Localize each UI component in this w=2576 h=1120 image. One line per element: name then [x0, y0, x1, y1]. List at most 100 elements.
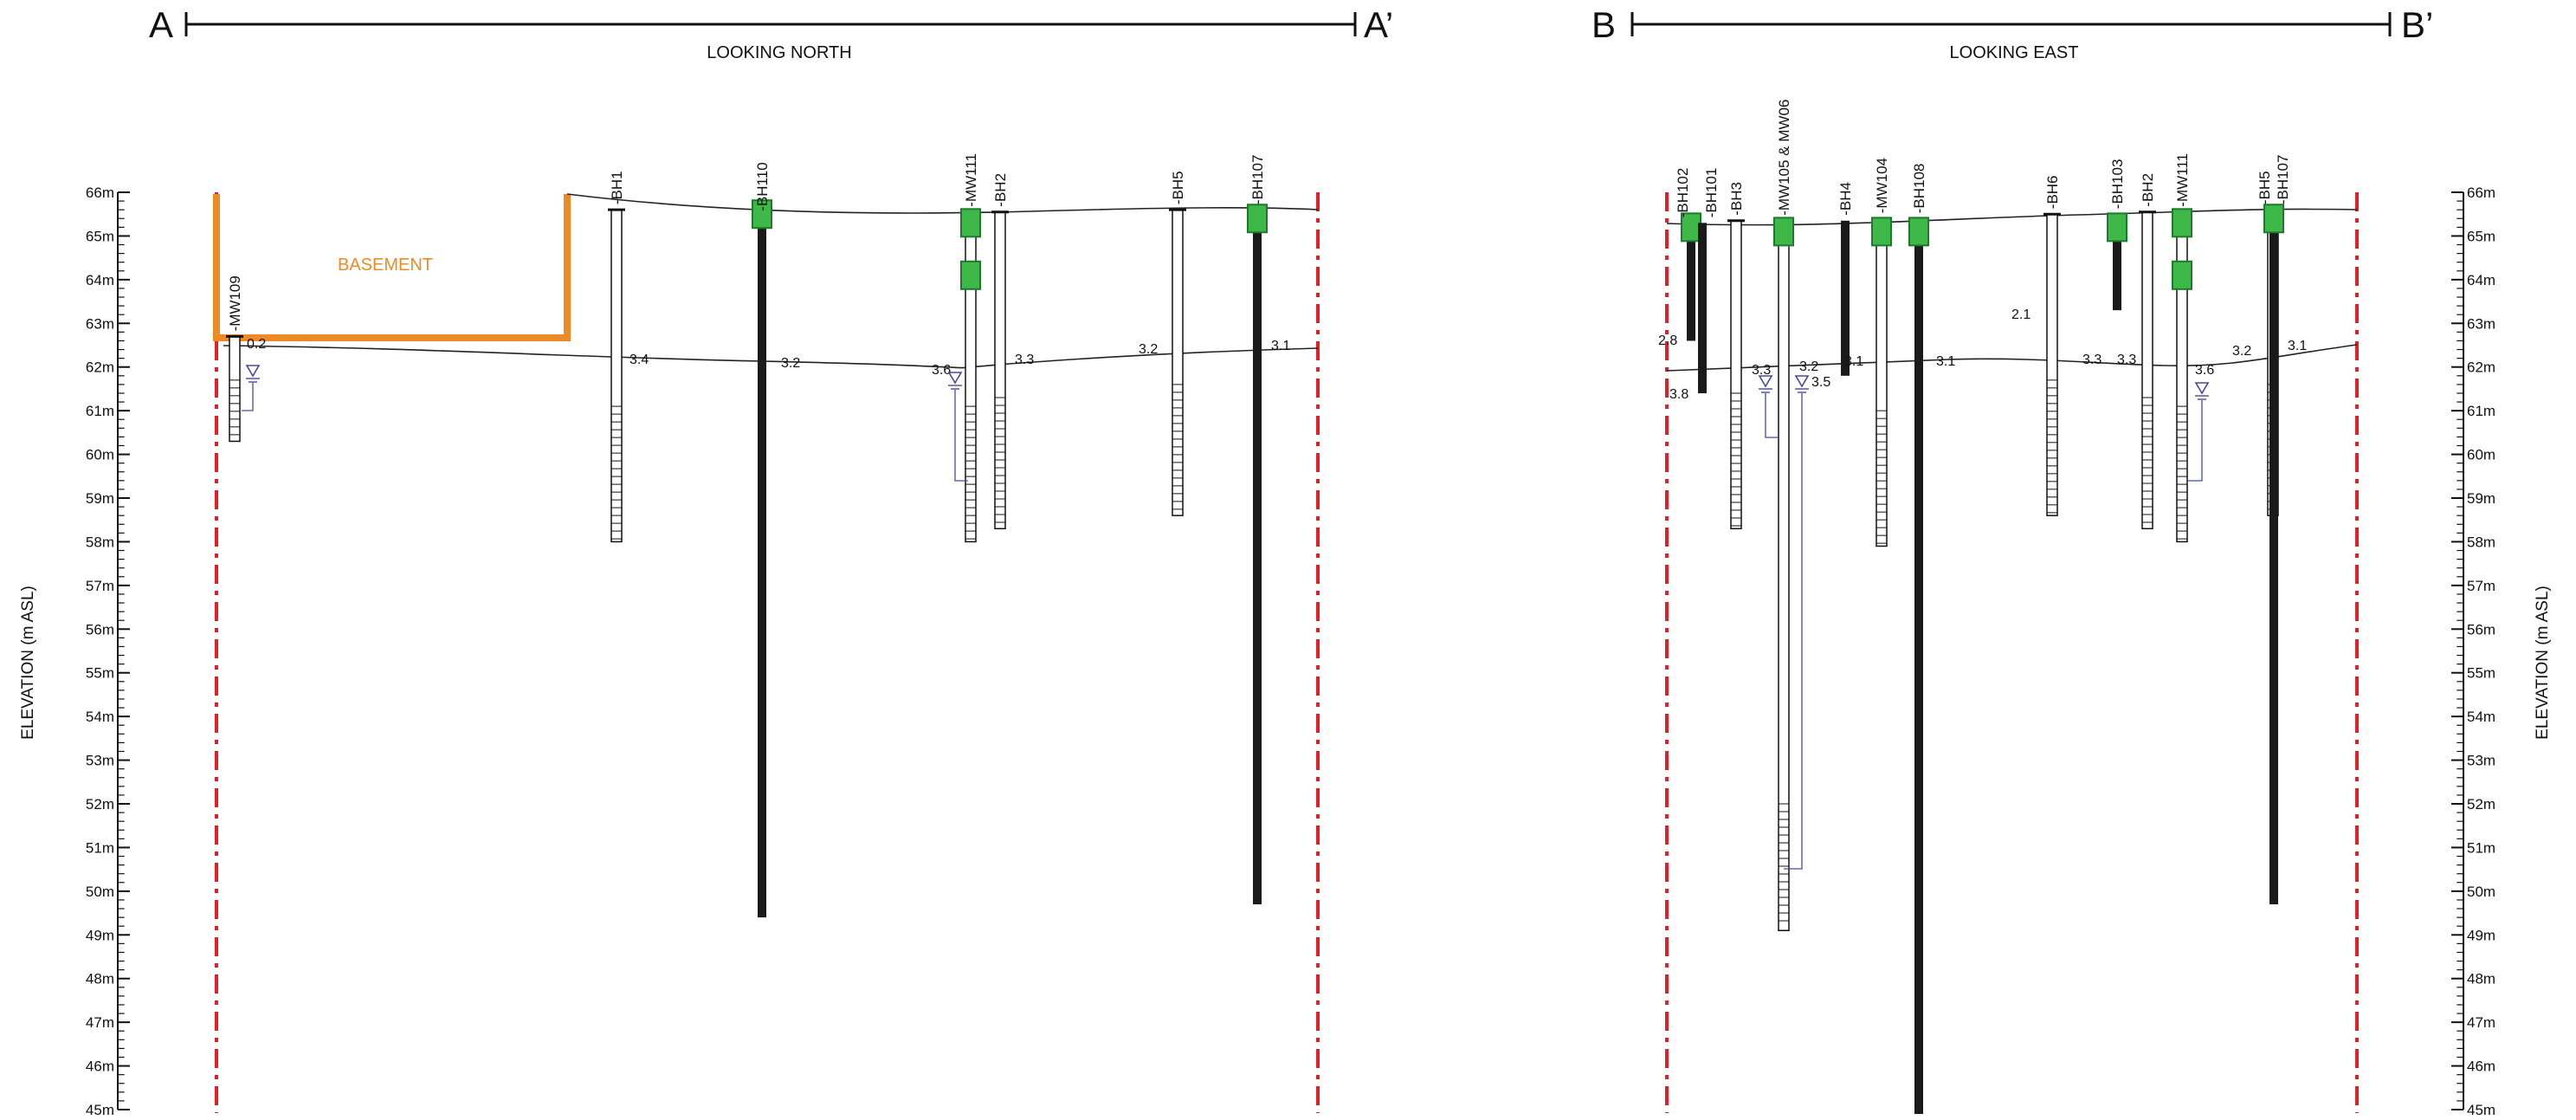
borehole-column [994, 210, 1006, 530]
depth-label: 3.2 [1799, 359, 1818, 374]
borehole-label: -MW111 [2174, 153, 2191, 207]
well-seal [960, 260, 981, 290]
right-axis-title: ELEVATION (m ASL) [2534, 586, 2552, 740]
section-b-header: B B’ LOOKING EAST [1591, 4, 2433, 62]
water-level-icon [2187, 382, 2210, 482]
depth-label: 3.5 [1811, 375, 1830, 390]
elevation-tick-label: 55m [86, 665, 114, 682]
elevation-tick-label: 59m [86, 490, 114, 507]
borehole-column [1730, 220, 1742, 530]
section-b-interface-line [1666, 344, 2358, 372]
elevation-tick-label: 61m [86, 403, 114, 419]
well-seal [2107, 212, 2127, 243]
section-b-view-direction: LOOKING EAST [1950, 43, 2079, 62]
elevation-tick-label: 53m [2467, 753, 2495, 769]
right-elevation-axis: 66m 65m 64m 63m 62m 61m 60m 59m 58m 57m 56m 55m 54m 5… [2451, 185, 2495, 1118]
elevation-tick-label: 46m [86, 1058, 114, 1075]
depth-label: 3.8 [1669, 387, 1688, 402]
section-a-header: A A’ LOOKING NORTH [149, 4, 1393, 62]
borehole-label: -BH102 [1675, 168, 1691, 218]
water-level-icon [1784, 375, 1810, 870]
section-b-start-label: B [1591, 4, 1616, 45]
well-seal [960, 208, 981, 238]
depth-label: 3.1 [1271, 339, 1290, 353]
section-boundaries [215, 192, 2359, 1113]
well-seal [2172, 260, 2192, 290]
depth-label: 3.3 [2082, 353, 2101, 367]
borehole-label: -BH5 [2256, 171, 2273, 204]
depth-label: 2.1 [2011, 308, 2030, 322]
elevation-tick-label: 47m [2467, 1014, 2495, 1031]
borehole-label: -BH107 [1249, 155, 1266, 205]
section-b-end-label: B’ [2401, 4, 2433, 45]
depth-label: 0.2 [247, 337, 266, 352]
elevation-tick-label: 56m [2467, 621, 2495, 638]
elevation-tick-label: 62m [2467, 359, 2495, 376]
well-seal [1908, 217, 1929, 247]
borehole-column [2269, 210, 2278, 904]
well-seal [752, 199, 772, 230]
borehole-column [1876, 217, 1888, 547]
water-level-icon [1758, 375, 1779, 438]
borehole-label: -MW105 & MW06 [1776, 100, 1792, 216]
borehole-column [229, 335, 241, 443]
basement-wall [213, 194, 571, 341]
borehole-column [2141, 210, 2153, 530]
borehole-label: -BH3 [1728, 182, 1745, 216]
elevation-tick-label: 49m [2467, 927, 2495, 943]
borehole-bh1: -BH1 [608, 171, 625, 543]
elevation-tick-label: 65m [2467, 228, 2495, 244]
elevation-tick-label: 50m [2467, 884, 2495, 900]
depth-label: 3.1 [2288, 339, 2307, 353]
borehole-column [1914, 218, 1923, 1115]
elevation-tick-label: 58m [86, 534, 114, 550]
elevation-tick-label: 66m [86, 185, 114, 201]
borehole-mw111: -MW111 [960, 153, 981, 543]
borehole-mw104: -MW104 [1871, 158, 1892, 547]
borehole-label: -BH107 [2275, 155, 2291, 205]
section-b-depth-labels: 2.8 3.8 3.3 3.2 3.5 3.1 3.1 2.1 3.3 3.3 … [1658, 308, 2307, 402]
elevation-tick-label: 53m [86, 753, 114, 769]
elevation-tick-label: 54m [2467, 709, 2495, 725]
basement-outline: BASEMENT [213, 194, 571, 341]
borehole-label: -MW109 [227, 275, 243, 331]
section-a-start-label: A [149, 4, 173, 45]
left-axis-title: ELEVATION (m ASL) [19, 586, 37, 740]
borehole-column [1778, 220, 1790, 931]
well-seal [2172, 208, 2192, 238]
depth-label: 3.3 [1015, 353, 1034, 367]
borehole-bh6: -BH6 [2043, 175, 2061, 516]
elevation-tick-label: 55m [2467, 665, 2495, 682]
borehole-column [758, 216, 766, 918]
borehole-bh103: -BH103 [2107, 159, 2127, 311]
elevation-tick-label: 45m [2467, 1102, 2495, 1118]
borehole-bh3: -BH3 [1727, 182, 1745, 530]
depth-label: 3.2 [2232, 344, 2251, 359]
elevation-tick-label: 57m [2467, 578, 2495, 594]
elevation-tick-label: 58m [2467, 534, 2495, 550]
section-a-end-label: A’ [1364, 4, 1393, 45]
depth-label: 3.6 [932, 363, 951, 378]
borehole-mw105-mw06: -MW105 & MW06 [1773, 100, 1794, 931]
borehole-column [1841, 220, 1850, 376]
borehole-bh2: -BH2 [991, 173, 1009, 530]
section-a-boreholes: -MW109 -BH1 -BH110 -MW111 -BH2 -BH5 -BH107 [226, 153, 1268, 918]
elevation-tick-label: 48m [86, 971, 114, 987]
elevation-tick-label: 48m [2467, 971, 2495, 987]
borehole-bh107: -BH107 [1247, 155, 1268, 904]
section-a-depth-labels: 0.2 3.4 3.2 3.6 3.3 3.2 3.1 [247, 337, 1290, 378]
elevation-tick-label: 45m [86, 1102, 114, 1118]
section-a-view-direction: LOOKING NORTH [707, 43, 851, 62]
depth-label: 3.4 [629, 353, 649, 367]
elevation-tick-label: 52m [86, 796, 114, 812]
borehole-column [1698, 223, 1707, 393]
elevation-tick-label: 50m [86, 884, 114, 900]
borehole-label: -BH103 [2109, 159, 2126, 210]
borehole-mw109: -MW109 [226, 275, 243, 443]
well-seal [1871, 217, 1892, 247]
elevation-tick-label: 51m [86, 839, 114, 856]
borehole-label: -BH1 [609, 171, 625, 204]
elevation-tick-label: 65m [86, 228, 114, 244]
borehole-label: -BH108 [1911, 164, 1927, 214]
